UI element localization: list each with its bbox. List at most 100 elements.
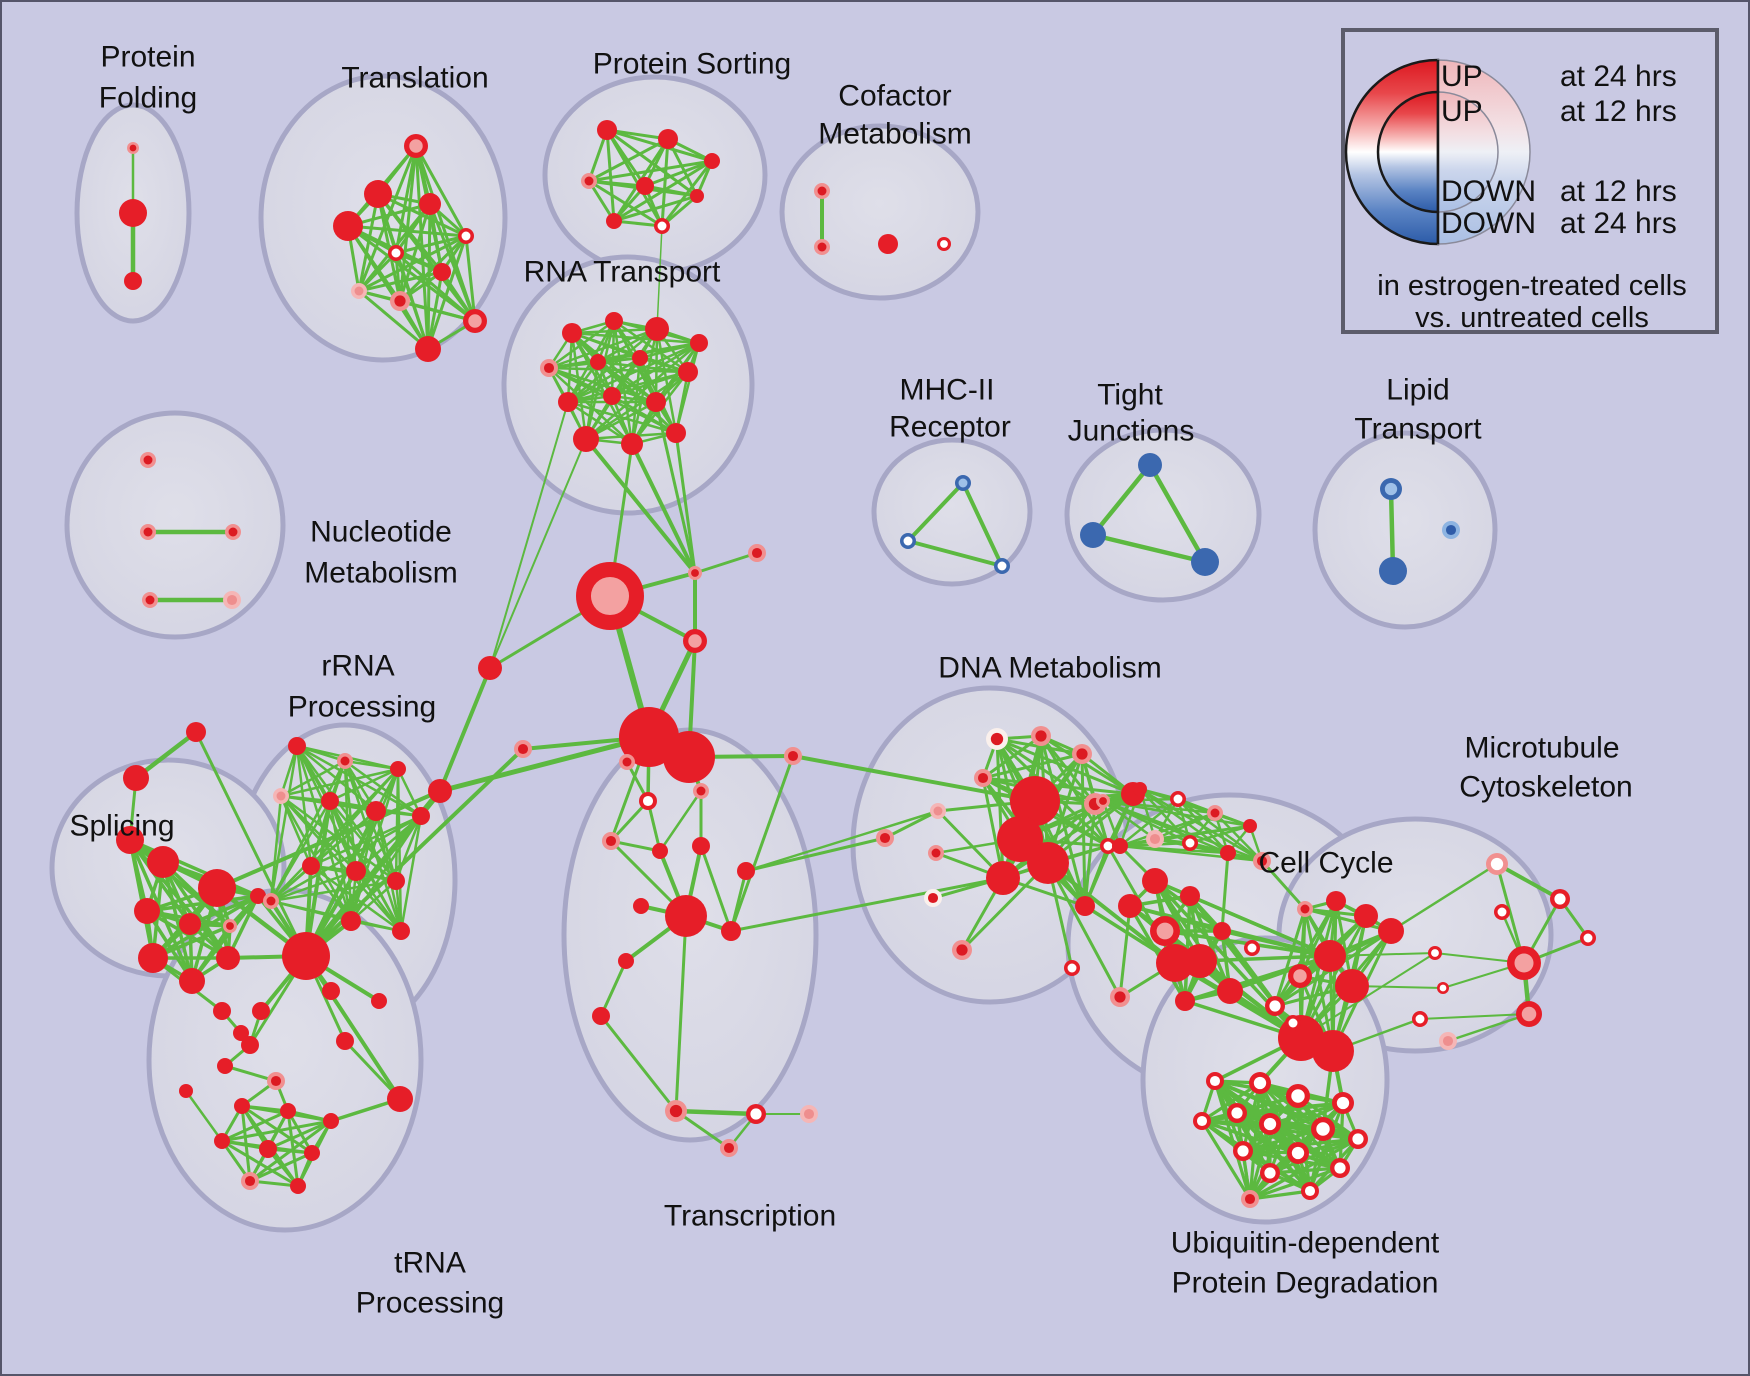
node-tj0[interactable]	[1138, 453, 1162, 477]
node-cc0[interactable]	[1096, 794, 1110, 808]
node-tr13[interactable]	[387, 1086, 413, 1112]
node-tc11[interactable]	[592, 1007, 610, 1025]
node-tc10[interactable]	[618, 953, 634, 969]
node-sp4[interactable]	[179, 913, 201, 935]
node-r5[interactable]	[590, 354, 606, 370]
node-tc6[interactable]	[737, 862, 755, 880]
node-pf0[interactable]	[127, 142, 139, 154]
node-r9[interactable]	[603, 387, 621, 405]
node-d12[interactable]	[1100, 838, 1116, 854]
node-rr4[interactable]	[321, 792, 339, 810]
node-u14[interactable]	[1241, 1190, 1259, 1208]
node-x8[interactable]	[514, 740, 532, 758]
node-cc4[interactable]	[1243, 819, 1257, 833]
node-s1[interactable]	[658, 129, 678, 149]
node-r4[interactable]	[540, 359, 558, 377]
node-n1[interactable]	[140, 524, 156, 540]
node-rr10[interactable]	[387, 872, 405, 890]
node-tr0[interactable]	[241, 1036, 259, 1054]
node-cc12[interactable]	[1354, 904, 1378, 928]
node-d14[interactable]	[1110, 987, 1130, 1007]
node-m9[interactable]	[1580, 930, 1596, 946]
node-tr7[interactable]	[259, 1140, 277, 1158]
node-n4[interactable]	[223, 591, 241, 609]
node-u6[interactable]	[1348, 1129, 1368, 1149]
node-tc12[interactable]	[665, 1100, 687, 1122]
node-cc11[interactable]	[1326, 891, 1346, 911]
node-m5[interactable]	[1428, 946, 1442, 960]
node-cc3[interactable]	[1207, 805, 1223, 821]
node-rr6[interactable]	[412, 807, 430, 825]
node-r11[interactable]	[573, 426, 599, 452]
node-tc5[interactable]	[692, 837, 710, 855]
node-rr8[interactable]	[346, 861, 366, 881]
node-sp2[interactable]	[198, 869, 236, 907]
node-cc25[interactable]	[1118, 894, 1142, 918]
node-r1[interactable]	[605, 312, 623, 330]
node-m8[interactable]	[1439, 1032, 1457, 1050]
node-x9[interactable]	[428, 779, 452, 803]
node-rr15[interactable]	[371, 993, 387, 1009]
node-cc5[interactable]	[1112, 838, 1128, 854]
node-m1[interactable]	[1550, 889, 1570, 909]
node-c2[interactable]	[878, 234, 898, 254]
node-tc13[interactable]	[746, 1104, 766, 1124]
node-sp6[interactable]	[179, 968, 205, 994]
node-t7[interactable]	[351, 283, 367, 299]
node-tc0[interactable]	[619, 754, 635, 770]
node-t3[interactable]	[333, 211, 363, 241]
node-u5[interactable]	[1311, 1117, 1335, 1141]
node-sp7[interactable]	[216, 946, 240, 970]
node-sp0[interactable]	[116, 826, 144, 854]
node-cc29[interactable]	[1175, 991, 1195, 1011]
node-t4[interactable]	[458, 228, 474, 244]
node-m4[interactable]	[1516, 1001, 1542, 1027]
node-d5[interactable]	[1010, 776, 1060, 826]
node-cc21[interactable]	[1285, 1015, 1301, 1031]
node-tc7[interactable]	[633, 898, 649, 914]
node-s7[interactable]	[654, 218, 670, 234]
node-x7[interactable]	[478, 656, 502, 680]
node-d2[interactable]	[1072, 744, 1092, 764]
node-cc16[interactable]	[1288, 964, 1312, 988]
node-cc28[interactable]	[1217, 978, 1243, 1004]
node-cc9[interactable]	[1253, 852, 1271, 870]
node-d7[interactable]	[1027, 842, 1069, 884]
node-tc2[interactable]	[693, 783, 709, 799]
node-r8[interactable]	[558, 392, 578, 412]
node-t5[interactable]	[388, 245, 404, 261]
node-rr0[interactable]	[288, 737, 306, 755]
node-tr5[interactable]	[323, 1113, 339, 1129]
node-d16[interactable]	[924, 889, 942, 907]
node-d4[interactable]	[930, 803, 946, 819]
node-r12[interactable]	[621, 433, 643, 455]
node-u8[interactable]	[1287, 1142, 1309, 1164]
node-s0[interactable]	[597, 120, 617, 140]
node-m7[interactable]	[1412, 1011, 1428, 1027]
node-tr3[interactable]	[234, 1098, 250, 1114]
node-t2[interactable]	[419, 193, 441, 215]
node-sp8[interactable]	[250, 888, 266, 904]
node-d15[interactable]	[1064, 960, 1080, 976]
node-tr9[interactable]	[241, 1172, 259, 1190]
node-cc7[interactable]	[1182, 835, 1198, 851]
node-r10[interactable]	[646, 392, 666, 412]
node-cc14[interactable]	[1314, 940, 1346, 972]
node-cc27[interactable]	[1183, 944, 1217, 978]
node-d18[interactable]	[952, 940, 972, 960]
node-c3[interactable]	[937, 237, 951, 251]
node-tc8[interactable]	[665, 895, 707, 937]
node-tc14[interactable]	[800, 1105, 818, 1123]
node-d1[interactable]	[1031, 726, 1051, 746]
node-rr2[interactable]	[390, 761, 406, 777]
node-d11[interactable]	[928, 845, 944, 861]
node-tc15[interactable]	[720, 1139, 738, 1157]
node-t6[interactable]	[433, 263, 451, 281]
node-sp11[interactable]	[233, 1025, 249, 1041]
node-sp10[interactable]	[213, 1002, 231, 1020]
node-rr3[interactable]	[273, 788, 289, 804]
node-t9[interactable]	[463, 309, 487, 333]
node-m6[interactable]	[1437, 982, 1449, 994]
node-tr1[interactable]	[217, 1058, 233, 1074]
node-tc3[interactable]	[602, 832, 620, 850]
